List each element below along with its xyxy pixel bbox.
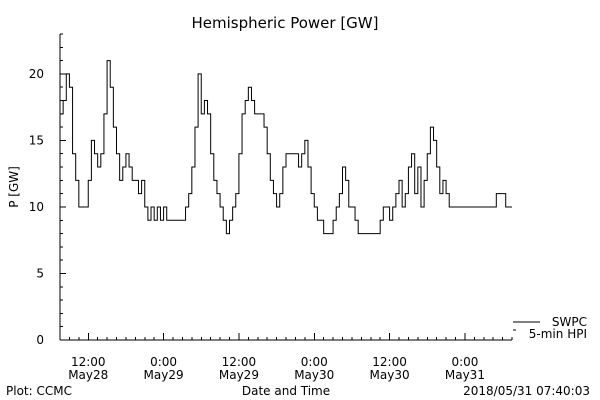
y-tick-label: 0 <box>36 333 44 347</box>
plot-frame <box>59 34 512 341</box>
x-tick-label-time: 0:00 <box>451 355 478 369</box>
x-tick-label-date: May29 <box>144 368 184 382</box>
y-tick-label: 15 <box>29 133 44 147</box>
footer-timestamp: 2018/05/31 07:40:03 <box>463 384 590 398</box>
x-tick-label-time: 0:00 <box>301 355 328 369</box>
y-tick-label: 5 <box>36 266 44 280</box>
x-tick-label-date: May30 <box>370 368 410 382</box>
legend-swpc-label: SWPC <box>552 315 587 329</box>
x-tick-label-date: May28 <box>68 368 108 382</box>
x-axis-label: Date and Time <box>242 384 330 398</box>
x-tick-label-time: 0:00 <box>150 355 177 369</box>
legend-hpi-label: 5-min HPI <box>529 327 587 341</box>
chart-title: Hemispheric Power [GW] <box>192 14 379 32</box>
legend: SWPC 5-min HPI <box>513 315 587 341</box>
series-group <box>59 60 512 235</box>
y-tick-label: 20 <box>29 67 44 81</box>
x-tick-label-date: May29 <box>219 368 259 382</box>
y-tick-label: 10 <box>29 200 44 214</box>
x-axis-ticks: 12:00May280:00May2912:00May290:00May3012… <box>59 333 513 382</box>
x-tick-label-time: 12:00 <box>372 355 407 369</box>
footer-plot-source: Plot: CCMC <box>6 384 72 398</box>
x-tick-label-time: 12:00 <box>222 355 257 369</box>
series-line-swpc <box>59 60 512 235</box>
y-axis-label: P [GW] <box>7 166 21 208</box>
y-axis-ticks: 0 5 10 15 20 <box>29 33 66 347</box>
x-tick-label-date: May30 <box>294 368 334 382</box>
x-tick-label-date: May31 <box>445 368 485 382</box>
x-tick-label-time: 12:00 <box>71 355 106 369</box>
